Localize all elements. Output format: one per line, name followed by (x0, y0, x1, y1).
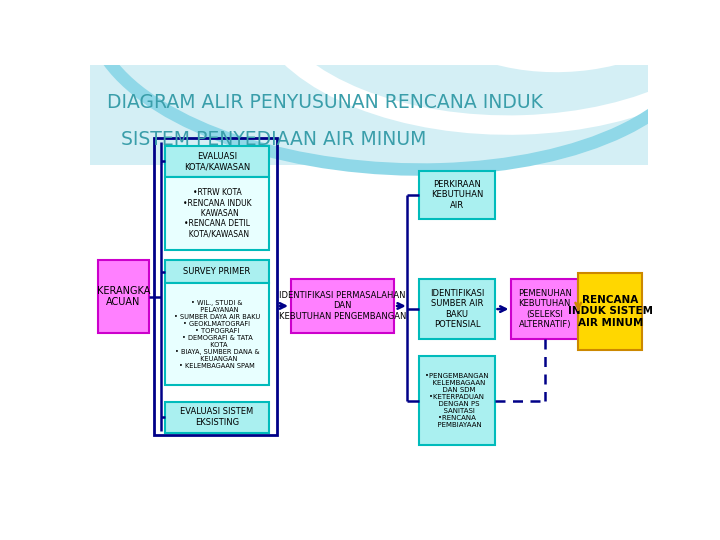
Text: PERKIRAAN
KEBUTUHAN
AIR: PERKIRAAN KEBUTUHAN AIR (431, 180, 483, 210)
Text: IDENTIFIKASI
SUMBER AIR
BAKU
POTENSIAL: IDENTIFIKASI SUMBER AIR BAKU POTENSIAL (430, 289, 484, 329)
FancyBboxPatch shape (166, 260, 269, 283)
Bar (90, 65, 648, 165)
Text: SISTEM PENYEDIAAN AIR MINUM: SISTEM PENYEDIAAN AIR MINUM (121, 130, 426, 149)
Text: DIAGRAM ALIR PENYUSUNAN RENCANA INDUK: DIAGRAM ALIR PENYUSUNAN RENCANA INDUK (107, 93, 543, 112)
FancyBboxPatch shape (99, 260, 148, 333)
Text: KERANGKA
ACUAN: KERANGKA ACUAN (96, 286, 150, 307)
FancyBboxPatch shape (419, 356, 495, 446)
Text: IDENTIFIKASI PERMASALAHAN
DAN
KEBUTUHAN PENGEMBANGAN: IDENTIFIKASI PERMASALAHAN DAN KEBUTUHAN … (279, 291, 406, 321)
FancyBboxPatch shape (419, 171, 495, 219)
FancyBboxPatch shape (166, 283, 269, 385)
Text: RENCANA
INDUK SISTEM
AIR MINUM: RENCANA INDUK SISTEM AIR MINUM (568, 294, 653, 328)
Text: SURVEY PRIMER: SURVEY PRIMER (184, 267, 251, 276)
FancyBboxPatch shape (166, 177, 269, 250)
FancyBboxPatch shape (166, 146, 269, 177)
Text: •RTRW KOTA
•RENCANA INDUK
  KAWASAN
•RENCANA DETIL
  KOTA/KAWASAN: •RTRW KOTA •RENCANA INDUK KAWASAN •RENCA… (183, 188, 251, 239)
FancyBboxPatch shape (166, 402, 269, 433)
Text: EVALUASI
KOTA/KAWASAN: EVALUASI KOTA/KAWASAN (184, 152, 250, 171)
Text: •PENGEMBANGAN
  KELEMBAGAAN
  DAN SDM
•KETERPADUAN
  DENGAN PS
  SANITASI
•RENCA: •PENGEMBANGAN KELEMBAGAAN DAN SDM •KETER… (425, 373, 489, 428)
Text: EVALUASI SISTEM
EKSISTING: EVALUASI SISTEM EKSISTING (180, 408, 253, 427)
FancyBboxPatch shape (291, 279, 394, 333)
FancyBboxPatch shape (419, 279, 495, 339)
FancyBboxPatch shape (511, 279, 578, 339)
Text: • WIL., STUDI &
  PELAYANAN
• SUMBER DAYA AIR BAKU
• GEOKLMATOGRAFI
• TOPOGRAFI
: • WIL., STUDI & PELAYANAN • SUMBER DAYA … (174, 300, 260, 368)
FancyBboxPatch shape (578, 273, 642, 349)
Text: PEMENUHAN
KEBUTUHAN
(SELEKSI
ALTERNATIF): PEMENUHAN KEBUTUHAN (SELEKSI ALTERNATIF) (518, 289, 572, 329)
